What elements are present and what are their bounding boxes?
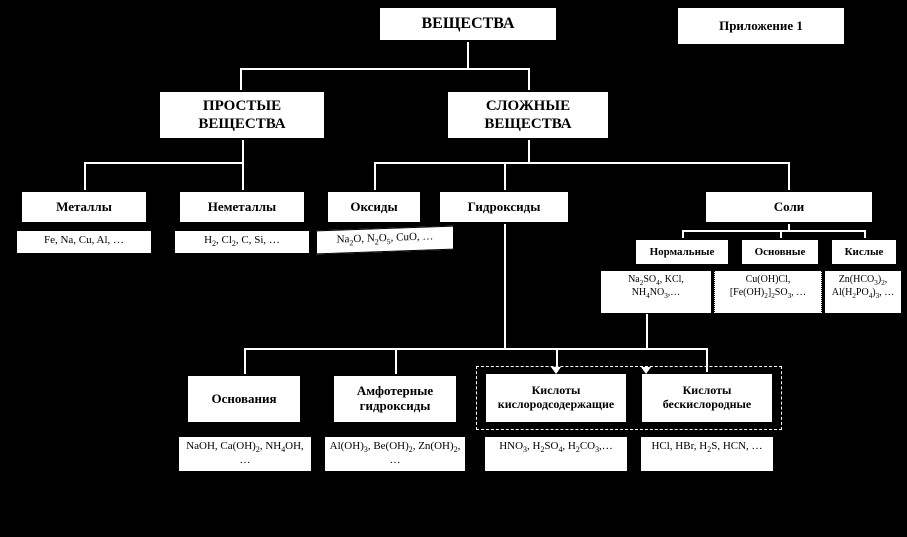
simple-label: ПРОСТЫЕ ВЕЩЕСТВА [166,97,318,133]
edge [504,224,506,350]
salts-node: Соли [704,190,874,224]
edge [467,42,469,70]
edge [240,68,530,70]
metals-examples: Fe, Na, Cu, Al, … [16,230,152,254]
salts-basic-node: Основные [740,238,820,266]
edge [84,162,244,164]
complex-label: СЛОЖНЫЕ ВЕЩЕСТВА [454,97,602,133]
oxyacids-node: Кислоты кислородсодержащие [484,372,628,424]
oxides-node: Оксиды [326,190,422,224]
salts-label: Соли [774,199,805,215]
arrowhead-icon [641,367,651,374]
nonmetals-node: Неметаллы [178,190,306,224]
edge [374,162,376,190]
edge [646,348,708,350]
appendix-box: Приложение 1 [676,6,846,46]
nonmetals-label: Неметаллы [208,199,276,215]
bases-examples: NaOH, Ca(OH)2, NH4OH, … [178,436,312,472]
root-node: ВЕЩЕСТВА [378,6,558,42]
hydroxides-node: Гидроксиды [438,190,570,224]
bases-node: Основания [186,374,302,424]
edge [682,230,684,238]
salts-normal-node: Нормальные [634,238,730,266]
edge [788,162,790,190]
edge [864,230,866,238]
salts-basic-examples: Cu(OH)Cl, [Fe(OH)2]2SO3, … [714,270,822,314]
edge [504,162,506,190]
edge [244,348,708,350]
edge [682,230,866,232]
edge [646,314,648,350]
edge [780,230,782,238]
salts-normal-examples: Na2SO4, KCl, NH4NO3,… [600,270,712,314]
hydroxides-label: Гидроксиды [468,199,541,215]
simple-node: ПРОСТЫЕ ВЕЩЕСТВА [158,90,326,140]
edge [706,348,708,372]
edge [240,68,242,90]
metals-node: Металлы [20,190,148,224]
arrowhead-icon [551,367,561,374]
nonoxyacids-node: Кислоты бескислородные [640,372,774,424]
appendix-label: Приложение 1 [719,18,803,34]
amphoteric-examples: Al(OH)3, Be(OH)2, Zn(OH)2, … [324,436,466,472]
edge [242,162,244,190]
amphoteric-node: Амфотерные гидроксиды [332,374,458,424]
nonmetals-examples: H2, Cl2, C, Si, … [174,230,310,254]
edge [84,162,86,190]
metals-label: Металлы [56,199,112,215]
root-label: ВЕЩЕСТВА [421,15,514,33]
edge [395,348,397,374]
edge [528,68,530,90]
oxyacids-examples: HNO3, H2SO4, H2CO3,… [484,436,628,472]
oxides-examples: Na2O, N2O5, CuO, … [316,226,454,255]
salts-acid-node: Кислые [830,238,898,266]
complex-node: СЛОЖНЫЕ ВЕЩЕСТВА [446,90,610,140]
nonoxyacids-examples: HCl, HBr, H2S, HCN, … [640,436,774,472]
salts-acid-examples: Zn(HCO3)2, Al(H2PO4)3, … [824,270,902,314]
edge [244,348,246,374]
edge [528,140,530,164]
oxides-label: Оксиды [350,199,397,215]
edge [242,140,244,164]
edge [374,162,790,164]
